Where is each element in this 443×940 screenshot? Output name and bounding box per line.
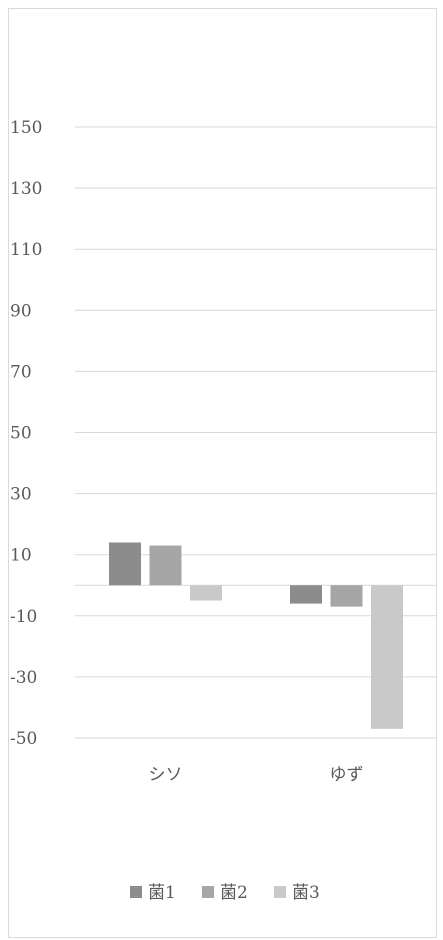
y-tick-label: 90	[10, 301, 32, 321]
bars	[109, 542, 403, 729]
y-tick-label: -30	[10, 668, 37, 688]
y-tick-label: 50	[10, 424, 32, 444]
legend-swatch	[202, 886, 214, 898]
y-axis-ticks: 150 130 110 90 70 50 30 10 -10 -30 -50	[10, 118, 42, 749]
bar-菌1-シソ	[109, 542, 141, 586]
legend-label: 菌3	[292, 883, 320, 903]
legend-label: 菌2	[220, 883, 248, 903]
bar-菌2-シソ	[149, 545, 182, 586]
legend-swatch	[274, 886, 286, 898]
legend-label: 菌1	[148, 883, 176, 903]
legend-swatch	[130, 886, 142, 898]
y-tick-label: 110	[10, 240, 42, 260]
y-tick-label: 150	[10, 118, 42, 138]
y-tick-label: 70	[10, 362, 32, 382]
category-label: シソ	[149, 765, 183, 785]
bar-菌3-シソ	[190, 585, 222, 601]
y-tick-label: 30	[10, 485, 32, 505]
bar-菌1-ゆず	[290, 585, 322, 604]
category-label: ゆず	[330, 765, 364, 785]
y-tick-label: -50	[10, 729, 37, 749]
bar-菌2-ゆず	[330, 585, 363, 607]
gridlines	[75, 126, 437, 739]
bar-菌3-ゆず	[371, 585, 403, 729]
chart-frame	[8, 8, 437, 938]
y-tick-label: -10	[10, 607, 37, 627]
legend: 菌1 菌2 菌3	[130, 883, 320, 903]
y-tick-label: 10	[10, 546, 32, 566]
x-axis-categories: シソ ゆず	[149, 765, 364, 785]
y-tick-label: 130	[10, 179, 42, 199]
